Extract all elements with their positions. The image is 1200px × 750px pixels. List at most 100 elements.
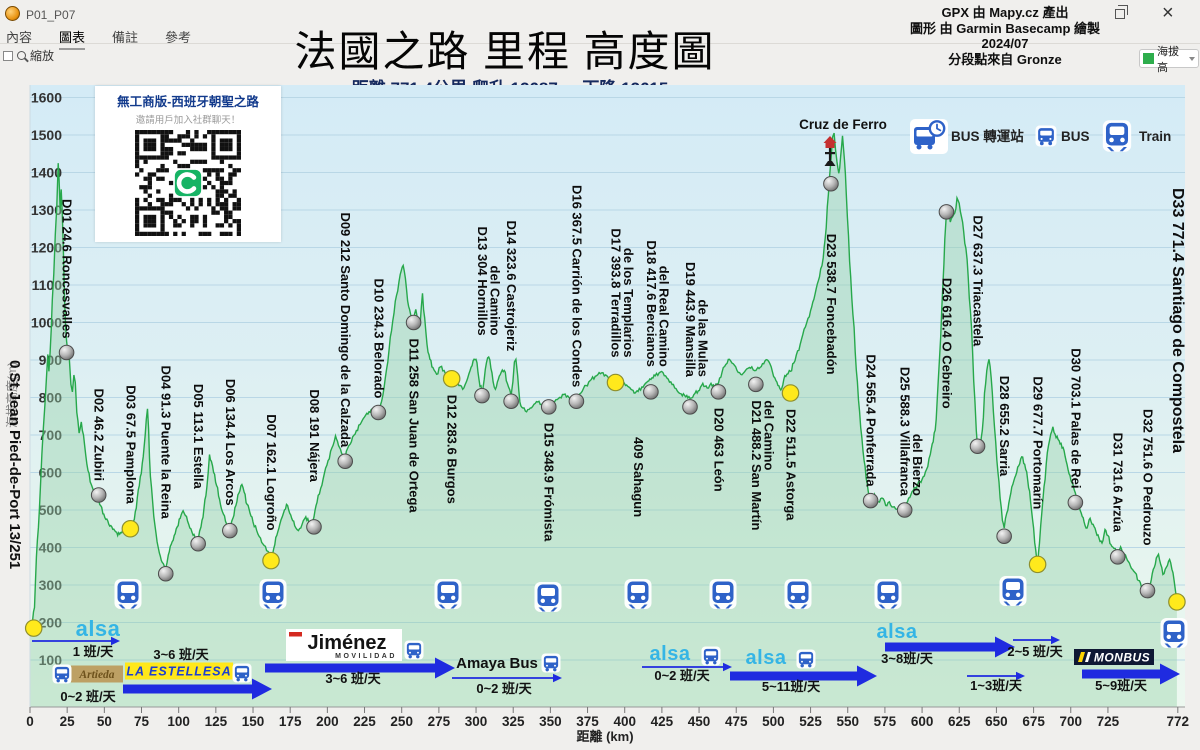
magnifier-icon <box>17 51 26 60</box>
x-tick-label: 675 <box>1022 714 1045 729</box>
train-icon <box>709 579 737 609</box>
zoom-control: 縮放 <box>3 47 54 64</box>
train-icon <box>1102 120 1132 152</box>
route-arrow-thick <box>123 678 272 700</box>
stage-dot-gray <box>370 404 387 421</box>
stage-label-line2: del Bierzo <box>910 434 925 496</box>
page-title: 法國之路 里程 高度圖 <box>294 30 716 76</box>
x-tick-label: 325 <box>502 714 525 729</box>
stage-label: D04 91.3 Puente la Reina <box>159 366 174 520</box>
monbus-logo <box>1074 649 1154 665</box>
y-tick-label: 900 <box>39 352 63 368</box>
stage-label: D06 134.4 Los Arcos <box>223 379 238 506</box>
stage-label: D07 162.1 Logroño <box>264 414 279 530</box>
x-tick-label: 700 <box>1059 714 1082 729</box>
x-tick-label: 550 <box>836 714 859 729</box>
train-icon <box>114 579 142 609</box>
start-point-label: 0 St.Jean Pied-de-Port 13/251 <box>6 360 23 569</box>
y-tick-label: 1300 <box>31 202 62 218</box>
x-tick-label: 475 <box>725 714 748 729</box>
bus-transfer-icon <box>910 119 948 154</box>
x-tick-label: 125 <box>205 714 228 729</box>
stage-label: D01 24.6 Roncesvalles <box>60 199 75 338</box>
stage-label: D25 588.3 Villafranca <box>898 367 913 497</box>
stage-dot-gray <box>90 487 107 503</box>
y-tick-label: 100 <box>39 652 63 668</box>
legend-label: BUS 轉運站 <box>951 128 1024 144</box>
stage-dot-gray <box>896 502 913 518</box>
stage-dot-gray <box>823 175 839 192</box>
stage-dot-gray <box>643 384 659 400</box>
y-tick-label: 600 <box>39 465 63 481</box>
stage-label: D28 655.2 Sarria <box>997 376 1012 477</box>
series-selector-dropdown[interactable]: 海拔高 <box>1139 46 1199 74</box>
stage-dot-gray <box>1109 549 1126 565</box>
bus-icon <box>541 653 561 673</box>
x-tick-label: 772 <box>1167 714 1190 729</box>
x-tick-label: 725 <box>1097 714 1120 729</box>
route-frequency-label: 3~8班/天 <box>881 651 934 666</box>
stage-dot-yellow <box>121 519 140 538</box>
zoom-label: 縮放 <box>30 49 55 63</box>
stage-label: D02 46.2 Zubiri <box>92 389 107 481</box>
close-icon[interactable]: × <box>1162 2 1174 24</box>
y-tick-label: 1500 <box>31 127 62 143</box>
elevation-line <box>29 132 1178 634</box>
x-tick-label: 75 <box>134 714 150 729</box>
qr-card-subtitle: 邀請用戶加入社群聊天！ <box>135 115 241 126</box>
stage-dot-gray <box>682 399 698 415</box>
amaya-bus-logo: Amaya Bus <box>456 655 538 672</box>
stage-dot-yellow <box>24 619 43 637</box>
x-tick-label: 500 <box>762 714 785 729</box>
stage-dot-gray <box>1139 582 1156 599</box>
tab-content[interactable]: 內容 <box>6 30 33 45</box>
stage-label: D11 258 San Juan de Ortega <box>407 339 422 514</box>
stage-label: D10 234.3 Belorado <box>371 279 386 399</box>
x-tick-label: 300 <box>465 714 488 729</box>
stage-dot-yellow <box>262 551 280 570</box>
y-axis-title: 海拔高度(m) <box>4 362 19 428</box>
stage-dot-gray <box>503 393 519 410</box>
x-tick-label: 100 <box>167 714 190 729</box>
credit-line: 2024/07 <box>981 36 1029 51</box>
y-tick-label: 700 <box>39 427 63 443</box>
restore-window-icon[interactable] <box>1115 5 1128 19</box>
stage-label: D14 323.6 Castrojeriz <box>504 220 519 351</box>
qr-card-title: 無工商版-西班牙朝聖之路 <box>117 95 259 109</box>
route-frequency-label: 3~6 班/天 <box>153 647 209 662</box>
stage-label: D33 771.4 Santiago de Compostela <box>1169 188 1186 453</box>
y-tick-label: 200 <box>39 615 63 631</box>
stage-dot-yellow <box>781 384 800 402</box>
alsa-logo: alsa <box>76 616 121 641</box>
svg-text:Jiménez: Jiménez <box>308 632 387 654</box>
alsa-logo: alsa <box>746 647 787 669</box>
tab-notes[interactable]: 備註 <box>112 30 139 45</box>
train-icon <box>999 576 1027 606</box>
bus-icon <box>404 640 424 660</box>
stage-dot-gray <box>474 387 490 404</box>
credit-line: GPX 由 Mapy.cz 產出 <box>941 5 1069 20</box>
stage-label: D30 703.1 Palas de Rei <box>1068 348 1083 488</box>
y-tick-label: 1400 <box>31 165 62 181</box>
x-tick-label: 0 <box>26 714 34 729</box>
window-title: P01_P07 <box>26 8 76 22</box>
stage-label: D31 731.6 Arzúa <box>1111 433 1126 533</box>
stage-dot-gray <box>540 399 557 415</box>
stage-label: D09 212 Santo Domingo de la Calzada <box>338 212 353 448</box>
route-frequency-label: 2~5 班/天 <box>1007 644 1063 659</box>
stage-dot-gray <box>969 438 986 455</box>
zoom-checkbox[interactable] <box>3 50 13 61</box>
train-icon <box>534 582 562 612</box>
series-color-swatch <box>1143 53 1154 64</box>
tab-chart[interactable]: 圖表 <box>59 27 86 50</box>
stage-dot-gray <box>190 535 206 552</box>
series-selector-label: 海拔高 <box>1157 45 1179 74</box>
route-frequency-label: 0~2 班/天 <box>60 689 116 704</box>
x-tick-label: 375 <box>576 714 599 729</box>
stage-label: D29 677.7 Portomarín <box>1031 376 1046 509</box>
y-tick-label: 1600 <box>31 90 62 106</box>
train-icon <box>259 579 287 609</box>
tab-reference[interactable]: 參考 <box>165 30 192 45</box>
app-icon <box>5 6 20 21</box>
train-icon <box>434 579 462 609</box>
